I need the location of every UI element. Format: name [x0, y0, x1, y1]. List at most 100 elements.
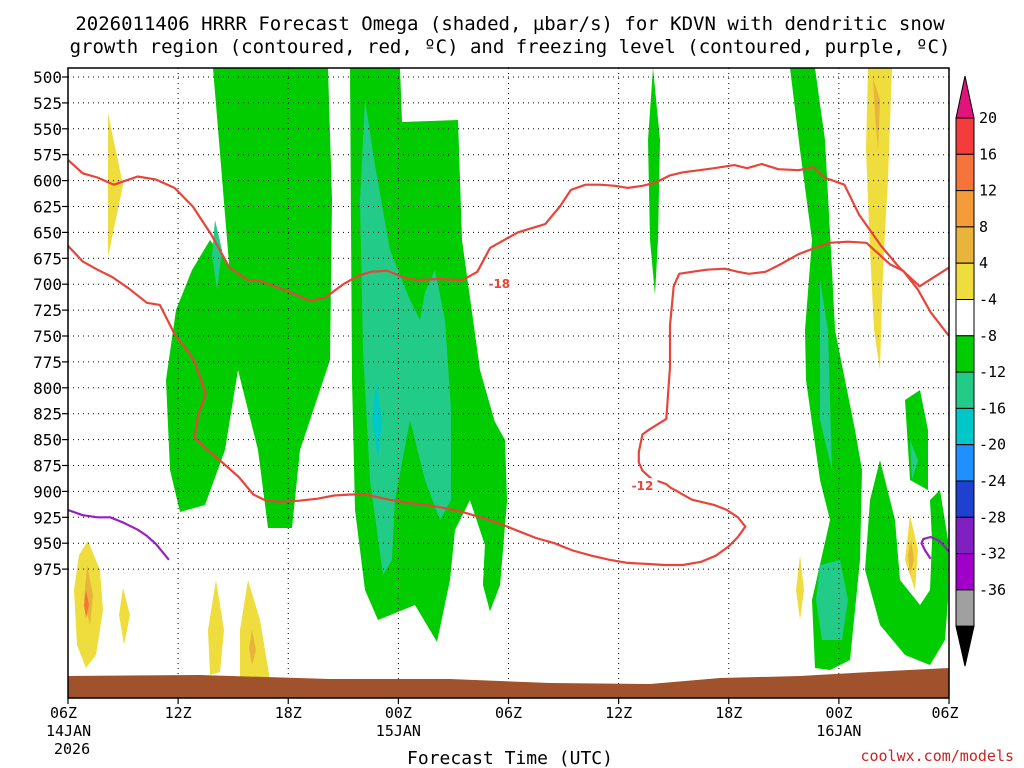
omega-teal-cell-1 — [212, 220, 222, 290]
chart-title-line-1: 2026011406 HRRR Forecast Omega (shaded, … — [75, 13, 945, 35]
colorbar-label-20: 20 — [979, 109, 997, 127]
omega-green-hook — [865, 460, 948, 665]
x-tick-label-6: 18Z — [715, 704, 742, 722]
y-tick-label-575: 575 — [33, 146, 62, 165]
omega-yellow-blob-c — [796, 555, 804, 620]
x-tick-label-5: 12Z — [605, 704, 632, 722]
y-tick-label-500: 500 — [33, 68, 62, 87]
x-tick-label-2: 18Z — [275, 704, 302, 722]
colorbar-label--8: -8 — [979, 327, 997, 345]
colorbar-label--16: -16 — [979, 399, 1006, 417]
colorbar-segment-10 — [955, 480, 975, 518]
y-tick-label-775: 775 — [33, 353, 62, 372]
x-tick-label-0: 06Z — [50, 704, 77, 722]
x-tick-year-0: 2026 — [54, 740, 90, 758]
colorbar-segment-1 — [955, 153, 975, 192]
contour-freezing_level_left — [68, 508, 170, 561]
omega-green-small-cell — [905, 390, 928, 490]
contour-freezing_level_right — [920, 535, 949, 560]
colorbar-label-8: 8 — [979, 218, 988, 236]
y-tick-label-625: 625 — [33, 198, 62, 217]
colorbar-segment-2 — [955, 190, 975, 228]
y-tick-label-950: 950 — [33, 534, 62, 553]
contour-lines — [68, 159, 949, 567]
colorbar-segment-6 — [955, 335, 975, 373]
chart-title-line-2: growth region (contoured, red, ºC) and f… — [70, 36, 951, 58]
contour-label-bg-1 — [627, 478, 658, 493]
omega-orange-blob-h — [249, 630, 256, 665]
colorbar-segment-8 — [955, 407, 975, 446]
colorbar-label-4: 4 — [979, 254, 988, 272]
x-tick-label-8: 06Z — [931, 704, 958, 722]
y-tick-label-800: 800 — [33, 379, 62, 398]
y-tick-label-925: 925 — [33, 508, 62, 527]
surface-terrain — [68, 668, 949, 698]
x-tick-label-3: 00Z — [385, 704, 412, 722]
contour-labels: -18 -12 — [484, 276, 658, 493]
x-tick-label-7: 00Z — [825, 704, 852, 722]
contour-dgz_-12C_lower — [68, 240, 949, 567]
colorbar-label--4: -4 — [979, 291, 997, 309]
y-tick-label-900: 900 — [33, 482, 62, 501]
colorbar-segment-11 — [955, 516, 975, 555]
colorbar-label--24: -24 — [979, 472, 1006, 490]
omega-yellow-blob-h — [240, 580, 270, 682]
x-axis-label: Forecast Time (UTC) — [407, 748, 613, 768]
y-tick-label-550: 550 — [33, 120, 62, 139]
y-tick-label-875: 875 — [33, 457, 62, 476]
contour-dgz_-12C_upper — [68, 159, 949, 302]
colorbar-segment-3 — [955, 226, 975, 264]
colorbar-segment-4 — [955, 262, 975, 301]
colorbar-segment-5 — [955, 299, 975, 337]
colorbar-label-12: 12 — [979, 182, 997, 200]
x-tick-date-3: 15JAN — [376, 722, 421, 740]
contour-label-1: -12 — [632, 479, 654, 493]
colorbar-label--36: -36 — [979, 581, 1006, 599]
colorbar-segment-13 — [955, 589, 975, 627]
omega-teal-small-cell — [910, 440, 918, 480]
y-tick-label-700: 700 — [33, 275, 62, 294]
omega-teal-cell-2 — [360, 100, 451, 575]
omega-green-cell-4 — [470, 413, 507, 611]
y-tick-label-725: 725 — [33, 301, 62, 320]
omega-shading — [74, 68, 948, 682]
colorbar-label-16: 16 — [979, 145, 997, 163]
colorbar-segment-9 — [955, 444, 975, 482]
contour-label-0: -18 — [488, 277, 510, 291]
y-tick-label-850: 850 — [33, 431, 62, 450]
omega-red-blob-e — [84, 590, 89, 618]
x-tick-date-0: 14JAN — [46, 722, 91, 740]
y-tick-label-650: 650 — [33, 223, 62, 242]
colorbar-bottom-arrow — [955, 625, 975, 667]
y-tick-label-975: 975 — [33, 560, 62, 579]
y-tick-label-600: 600 — [33, 172, 62, 191]
x-tick-label-4: 06Z — [495, 704, 522, 722]
colorbar-top-arrow — [955, 75, 975, 119]
omega-cyan-cell-1 — [372, 380, 382, 460]
grid-lines — [68, 68, 949, 698]
y-tick-label-675: 675 — [33, 249, 62, 268]
omega-teal-cell-3 — [820, 280, 832, 470]
omega-orange-blob-e — [84, 565, 93, 625]
omega-yellow-blob-f — [119, 588, 130, 645]
omega-orange-blob-d — [908, 540, 914, 575]
colorbar-segment-7 — [955, 371, 975, 409]
y-tick-label-525: 525 — [33, 94, 62, 113]
omega-green-cell-1 — [213, 68, 332, 528]
y-axis-ticks: 500 525 550 575 600 625 650 675 700 725 750 775 800 8… — [33, 68, 68, 579]
omega-green-cell-5 — [648, 68, 660, 295]
omega-yellow-column — [866, 68, 892, 370]
x-tick-date-7: 16JAN — [816, 722, 861, 740]
omega-green-cell-2 — [166, 240, 240, 512]
colorbar-label--28: -28 — [979, 508, 1006, 526]
colorbar-segment-0 — [955, 117, 975, 155]
y-tick-label-825: 825 — [33, 405, 62, 424]
site-credit: coolwx.com/models — [860, 747, 1014, 765]
colorbar-label--32: -32 — [979, 545, 1006, 563]
omega-yellow-blob-g — [208, 580, 224, 675]
colorbar: 20 16 12 8 4 -4 -8 -12 -16 -20 -24 -28 -32 -36 — [955, 75, 1006, 667]
x-tick-label-1: 12Z — [165, 704, 192, 722]
colorbar-segment-12 — [955, 553, 975, 591]
